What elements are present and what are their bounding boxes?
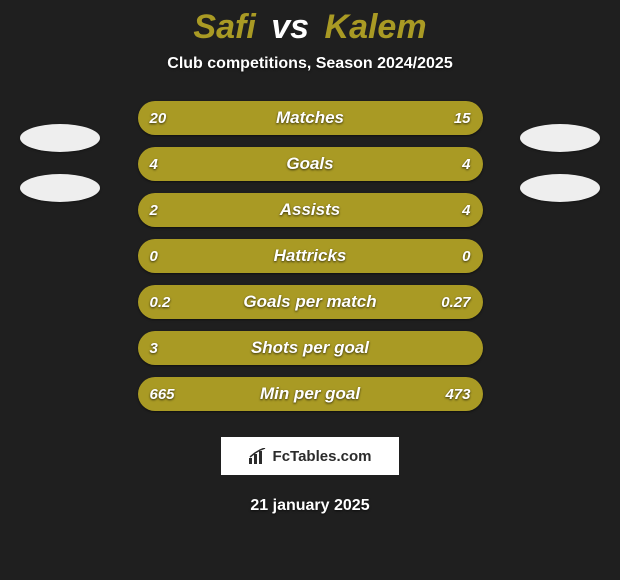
stat-bar-left: [138, 331, 483, 365]
chart-icon: [249, 448, 267, 464]
stat-row: Shots per goal3: [138, 331, 483, 365]
stat-bar-right: [144, 239, 482, 273]
stat-bar-track: [138, 239, 483, 273]
player2-badge-row0: [520, 124, 600, 152]
stat-bar-track: [138, 331, 483, 365]
stat-row: Goals44: [138, 147, 483, 181]
stat-bar-left: [138, 239, 145, 273]
branding-badge: FcTables.com: [221, 437, 399, 475]
stats-rows: Matches2015 Goals44 Assists24 Hattricks00 Go…: [0, 101, 620, 411]
player2-badge-row1: [520, 174, 600, 202]
stat-bar-left: [138, 147, 311, 181]
stat-bar-track: [138, 147, 483, 181]
stat-bar-left: [138, 101, 335, 135]
subtitle: Club competitions, Season 2024/2025: [0, 55, 620, 73]
comparison-card: Safi vs Kalem Club competitions, Season …: [0, 0, 620, 580]
stat-row: Min per goal665473: [138, 377, 483, 411]
branding-text: FcTables.com: [273, 448, 372, 465]
stat-bar-right: [286, 285, 483, 319]
stat-row: Hattricks00: [138, 239, 483, 273]
stat-row: Goals per match0.20.27: [138, 285, 483, 319]
stat-bar-track: [138, 285, 483, 319]
title-vs: vs: [271, 8, 309, 46]
stat-row: Assists24: [138, 193, 483, 227]
player1-badge-row1: [20, 174, 100, 202]
stat-bar-left: [138, 377, 338, 411]
title-player1: Safi: [193, 8, 255, 46]
stat-bar-left: [138, 193, 252, 227]
player1-badge-row0: [20, 124, 100, 152]
stat-row: Matches2015: [138, 101, 483, 135]
stat-bar-right: [338, 377, 483, 411]
stat-bar-track: [138, 193, 483, 227]
stat-bar-track: [138, 101, 483, 135]
stat-bar-right: [251, 193, 482, 227]
stat-bar-track: [138, 377, 483, 411]
stat-bar-left: [138, 285, 286, 319]
title: Safi vs Kalem: [0, 8, 620, 47]
stat-bar-right: [334, 101, 482, 135]
stat-bar-right: [310, 147, 483, 181]
date: 21 january 2025: [0, 497, 620, 515]
title-player2: Kalem: [325, 8, 427, 46]
